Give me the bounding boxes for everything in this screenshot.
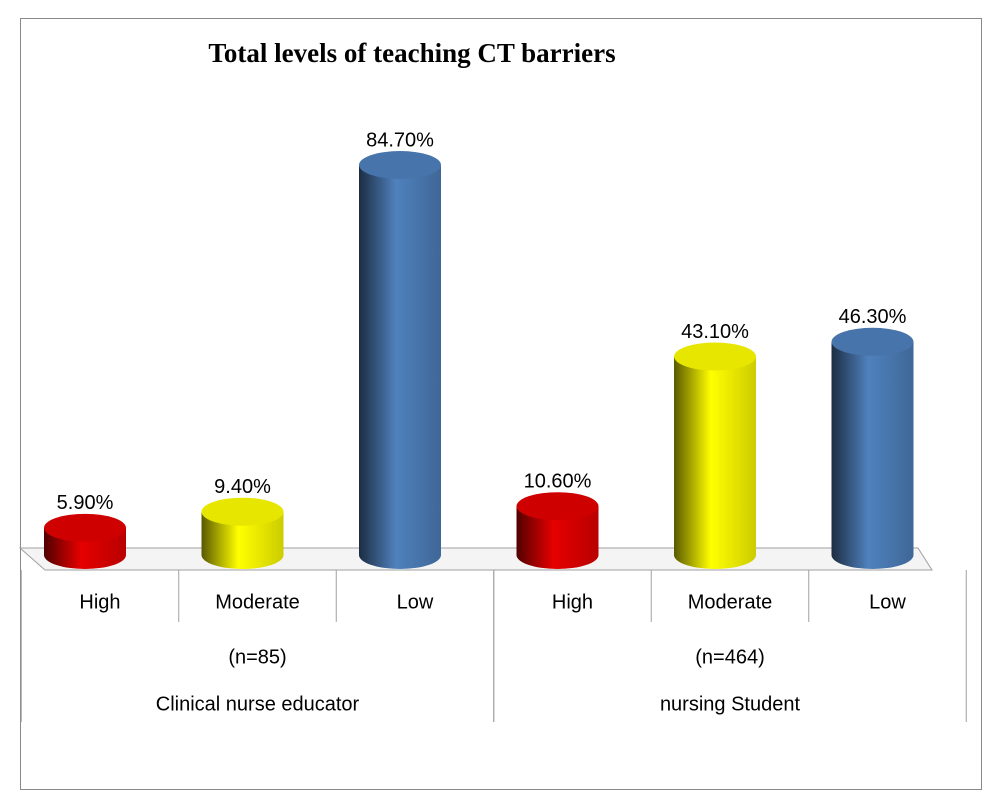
data-label: 10.60% xyxy=(524,470,592,492)
bar-top xyxy=(44,513,126,542)
group-sample-label: (n=85) xyxy=(228,646,286,668)
bar-top xyxy=(516,492,599,521)
chart-border xyxy=(20,18,982,790)
bar xyxy=(831,341,914,570)
x-tick-label: Low xyxy=(397,591,434,613)
data-label: 5.90% xyxy=(57,492,114,514)
floor xyxy=(18,547,933,571)
chart-title: Total levels of teaching CT barriers xyxy=(208,38,615,68)
bar-top xyxy=(831,327,914,356)
bar-top xyxy=(201,497,284,526)
x-tick-label: Moderate xyxy=(215,591,300,613)
data-label: 43.10% xyxy=(681,321,749,343)
group-name-label: Clinical nurse educator xyxy=(156,693,360,715)
data-label: 84.70% xyxy=(366,129,434,151)
x-tick-label: High xyxy=(79,591,120,613)
bar xyxy=(201,511,284,570)
data-label: 46.30% xyxy=(839,306,907,328)
bar xyxy=(359,165,441,569)
bar xyxy=(516,506,599,570)
x-tick-label: Moderate xyxy=(688,591,773,613)
group-name-label: nursing Student xyxy=(660,693,801,715)
bar-top xyxy=(359,151,441,179)
x-tick-label: High xyxy=(552,591,593,613)
data-label: 9.40% xyxy=(214,476,271,498)
bar-top xyxy=(674,342,756,371)
x-tick-label: Low xyxy=(869,591,906,613)
group-sample-label: (n=464) xyxy=(695,646,765,668)
bar xyxy=(674,356,756,569)
